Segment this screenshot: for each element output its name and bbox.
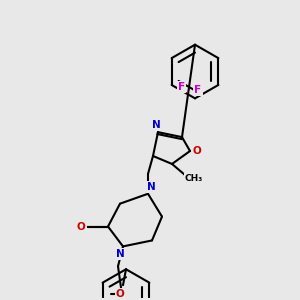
Text: F: F [178, 82, 185, 92]
Text: O: O [76, 221, 85, 232]
Text: N: N [147, 182, 155, 192]
Text: N: N [152, 120, 160, 130]
Text: N: N [116, 249, 124, 260]
Text: F: F [194, 85, 202, 95]
Text: O: O [116, 289, 124, 299]
Text: O: O [193, 146, 201, 156]
Text: CH₃: CH₃ [185, 174, 203, 183]
